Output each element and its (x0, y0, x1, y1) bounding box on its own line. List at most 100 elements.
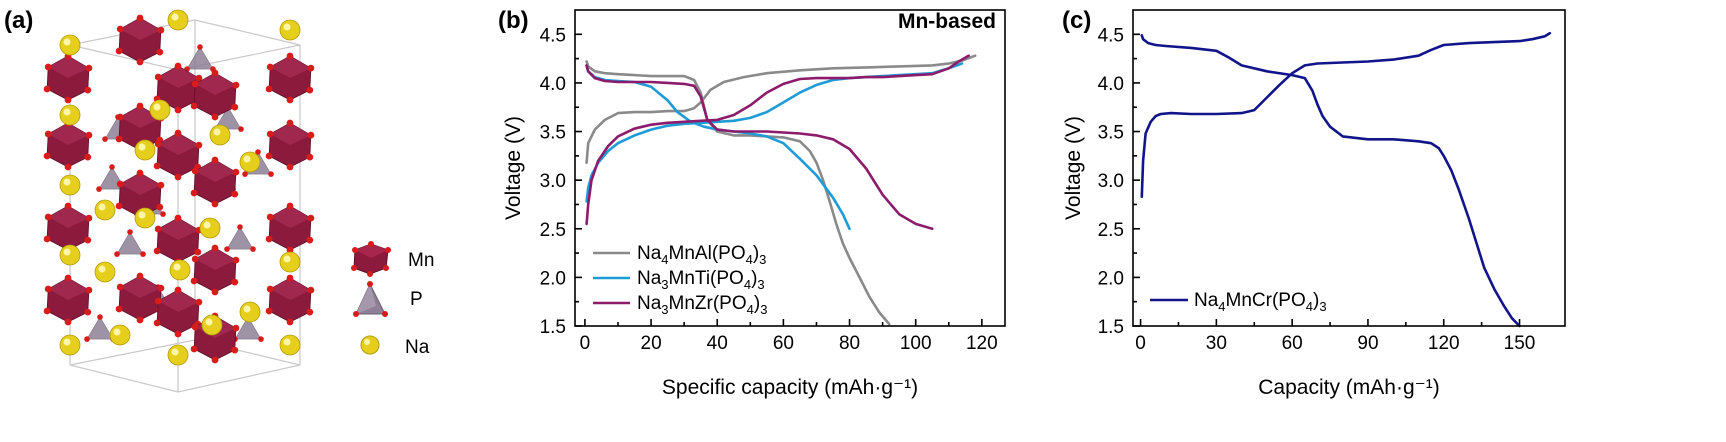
x-tick-label-b-1: 20 (641, 333, 662, 354)
na-atom (94, 261, 116, 283)
x-axis-title-c: Capacity (mAh·g⁻¹) (1258, 376, 1439, 399)
na-atom (59, 104, 81, 126)
p-tetrahedron (224, 224, 256, 252)
mn-octahedron (265, 52, 315, 104)
na-atom (169, 259, 191, 281)
na-atom (199, 217, 221, 239)
x-tick-label-b-3: 60 (773, 333, 794, 354)
na-atom (149, 99, 171, 121)
na-atom (94, 199, 116, 221)
legend-label-na4mnal: Na4MnAl(PO4)3 (637, 243, 766, 267)
mn-octahedra-group (43, 14, 315, 364)
na-atom (134, 139, 156, 161)
legend-label-na4mncr: Na4MnCr(PO4)3 (1194, 290, 1327, 314)
legend-label-na3mnzr: Na3MnZr(PO4)3 (637, 293, 767, 317)
na-atom (59, 174, 81, 196)
mn-octahedron (153, 62, 203, 114)
y-tick-label-c-5: 4.0 (1098, 74, 1124, 95)
na-atom (134, 207, 156, 229)
x-tick-label-b-5: 100 (900, 333, 932, 354)
mn-octahedron (43, 119, 93, 171)
series-group-b (585, 54, 977, 326)
p-tetrahedron-icon (353, 281, 388, 317)
na-sphere-icon (360, 335, 380, 355)
mn-octahedron-icon (351, 241, 391, 277)
x-tick-label-b-4: 80 (839, 333, 860, 354)
na-atom (279, 19, 301, 41)
x-tick-label-c-2: 60 (1282, 333, 1303, 354)
series-group-c (1140, 31, 1552, 328)
x-tick-label-c-5: 150 (1504, 333, 1536, 354)
structure-legend: Mn P Na (351, 241, 434, 358)
mn-octahedron (43, 52, 93, 104)
series-line-na4mnal-po4-3-charge (585, 54, 977, 164)
x-axis-title-b: Specific capacity (mAh·g⁻¹) (662, 376, 918, 399)
x-tick-label-c-4: 120 (1428, 333, 1460, 354)
axes-ticks-b: 0 20 40 60 80 100 120 1.5 2.0 2.5 3.0 3.5 4.0 4.5 (540, 25, 998, 354)
p-tetrahedron (114, 229, 146, 257)
series-line-na3mnzr-po4-3-charge (585, 54, 970, 226)
series-line-na4mncr-po4-3-charge (1140, 31, 1552, 198)
y-tick-label-b-0: 1.5 (540, 317, 566, 338)
y-tick-label-b-5: 4.0 (540, 74, 566, 95)
legend-label-p: P (410, 289, 423, 310)
na-atoms-group (59, 9, 301, 366)
y-tick-label-c-1: 2.0 (1098, 268, 1124, 289)
mn-octahedron (115, 169, 165, 221)
panel-label-b: (b) (498, 7, 529, 34)
series-line-na3mnti-po4-3-discharge (585, 65, 851, 231)
chart-panel-b: (b) Mn-based 0 20 40 60 80 100 120 1.5 2.0 2.5 3.0… (498, 7, 1006, 399)
mn-octahedron (265, 202, 315, 254)
y-axis-title-c: Voltage (V) (1062, 116, 1085, 220)
na-atom (167, 344, 189, 366)
series-line-na4mnal-po4-3-discharge (585, 60, 891, 326)
mn-octahedron (265, 119, 315, 171)
panel-label-a: (a) (4, 7, 33, 34)
na-atom (279, 251, 301, 273)
plot-frame-b (574, 9, 1006, 327)
legend-c: Na4MnCr(PO4)3 (1150, 290, 1327, 314)
legend-label-mn: Mn (408, 250, 434, 271)
x-tick-label-c-3: 90 (1357, 333, 1378, 354)
mn-octahedron (43, 202, 93, 254)
na-atom (59, 34, 81, 56)
legend-b: Na4MnAl(PO4)3 Na3MnTi(PO4)3 Na3MnZr(PO4)… (593, 243, 767, 317)
y-tick-label-c-3: 3.0 (1098, 171, 1124, 192)
chart-panel-c: (c) 0 30 60 90 120 150 1.5 2.0 2.5 3.0 3.5 4.0 4.5 C… (1062, 7, 1566, 399)
y-tick-label-b-6: 4.5 (540, 25, 566, 46)
legend-label-na3mnti: Na3MnTi(PO4)3 (637, 268, 765, 292)
y-axis-title-b: Voltage (V) (502, 116, 525, 220)
na-atom (167, 9, 189, 31)
mn-octahedron (43, 274, 93, 326)
na-atom (239, 151, 261, 173)
y-tick-label-c-0: 1.5 (1098, 317, 1124, 338)
mn-octahedron (190, 156, 240, 208)
na-atom (59, 334, 81, 356)
plot-frame-c (1132, 9, 1566, 327)
na-atom (279, 334, 301, 356)
y-tick-label-c-2: 2.5 (1098, 220, 1124, 241)
y-tick-label-b-3: 3.0 (540, 171, 566, 192)
y-tick-label-c-4: 3.5 (1098, 123, 1124, 144)
series-line-na3mnzr-po4-3-discharge (585, 64, 934, 231)
crystal-structure-panel: (a) (4, 7, 434, 393)
na-atom (59, 244, 81, 266)
na-atom (201, 314, 223, 336)
na-atom (239, 301, 261, 323)
y-tick-label-b-4: 3.5 (540, 123, 566, 144)
mn-based-annotation: Mn-based (898, 10, 996, 33)
mn-octahedron (153, 214, 203, 266)
y-tick-label-b-2: 2.5 (540, 220, 566, 241)
panel-label-c: (c) (1062, 7, 1091, 34)
crystal-structure-illustration (43, 9, 315, 393)
na-atom (209, 124, 231, 146)
legend-label-na: Na (405, 337, 430, 358)
axes-ticks-c: 0 30 60 90 120 150 1.5 2.0 2.5 3.0 3.5 4.0 4.5 (1098, 25, 1536, 354)
y-tick-label-c-6: 4.5 (1098, 25, 1124, 46)
mn-octahedron (153, 129, 203, 181)
mn-octahedron (190, 69, 240, 121)
p-tetrahedron (184, 44, 216, 72)
mn-octahedron (115, 14, 165, 66)
x-tick-label-b-0: 0 (580, 333, 591, 354)
